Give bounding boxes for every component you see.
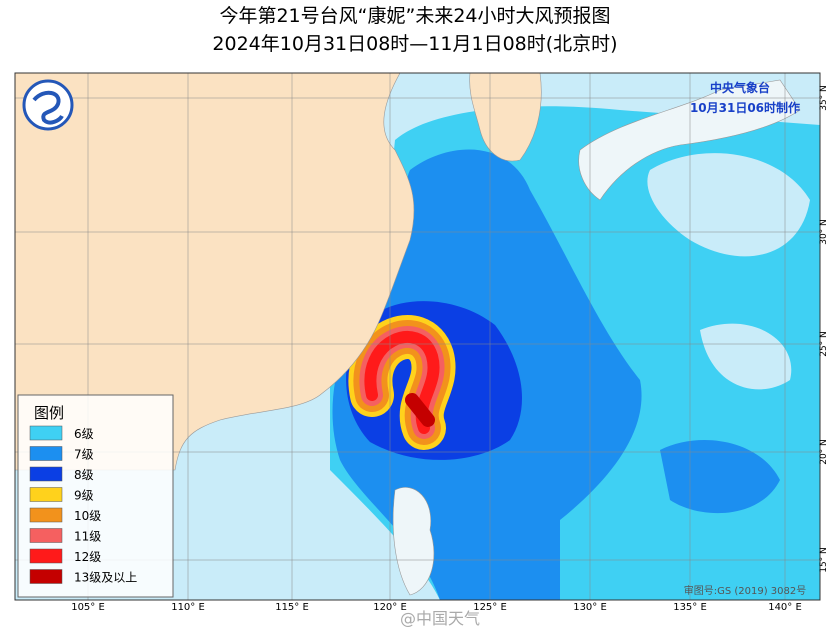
issuer-time: 10月31日06时制作 bbox=[690, 100, 800, 115]
legend-label: 9级 bbox=[74, 489, 94, 503]
title: 今年第21号台风“康妮”未来24小时大风预报图 bbox=[219, 5, 610, 27]
map-approval: 审图号:GS (2019) 3082号 bbox=[684, 584, 807, 597]
legend-swatch bbox=[29, 528, 63, 543]
legend-label: 10级 bbox=[74, 509, 101, 523]
graticule bbox=[15, 73, 820, 600]
legend-label: 7级 bbox=[74, 448, 94, 462]
legend-label: 13级及以上 bbox=[74, 571, 137, 585]
lon-label: 115° E bbox=[275, 602, 309, 613]
japan bbox=[578, 79, 801, 201]
lon-label: 125° E bbox=[473, 602, 507, 613]
legend-swatch bbox=[29, 446, 63, 461]
lat-label: 15° N bbox=[819, 547, 829, 573]
lon-label: 130° E bbox=[573, 602, 607, 613]
lon-label: 110° E bbox=[171, 602, 205, 613]
lon-label: 135° E bbox=[673, 602, 707, 613]
watermark: @中国天气 bbox=[400, 609, 480, 628]
logo-mark bbox=[32, 90, 64, 125]
lat-label: 30° N bbox=[819, 219, 829, 245]
legend-swatch bbox=[29, 425, 63, 441]
typhoon-core bbox=[348, 315, 456, 450]
legend-swatch bbox=[29, 569, 63, 584]
lat-label: 25° N bbox=[819, 331, 829, 357]
subtitle: 2024年10月31日08时—11月1日08时(北京时) bbox=[212, 33, 617, 55]
wind-zone-7 bbox=[332, 149, 780, 600]
legend: 图例 6级 7级 8级 9级 10级 11级 12级 13级及以上 bbox=[17, 394, 174, 598]
lon-label: 120° E bbox=[373, 602, 407, 613]
lat-label: 35° N bbox=[819, 85, 829, 111]
wind-zone-12级 bbox=[364, 331, 440, 434]
lon-label: 140° E bbox=[768, 602, 802, 613]
mainland bbox=[15, 73, 415, 471]
map-frame bbox=[14, 72, 821, 601]
map-area bbox=[15, 73, 820, 600]
legend-label: 8级 bbox=[74, 468, 94, 482]
luzon bbox=[392, 487, 435, 596]
lat-label: 20° N bbox=[819, 439, 829, 465]
lon-label: 105° E bbox=[71, 602, 105, 613]
korea bbox=[469, 73, 542, 162]
legend-label: 6级 bbox=[74, 427, 94, 441]
issuer-name: 中央气象台 bbox=[710, 80, 770, 95]
legend-swatch bbox=[29, 548, 63, 564]
legend-label: 12级 bbox=[74, 550, 101, 564]
wind-zone-13级及以上 bbox=[405, 393, 435, 427]
calm-area bbox=[647, 153, 810, 390]
legend-swatch bbox=[29, 487, 63, 502]
legend-swatch bbox=[29, 466, 63, 482]
legend-swatch bbox=[29, 507, 63, 523]
legend-title: 图例 bbox=[34, 404, 64, 422]
legend-label: 11级 bbox=[74, 530, 101, 544]
